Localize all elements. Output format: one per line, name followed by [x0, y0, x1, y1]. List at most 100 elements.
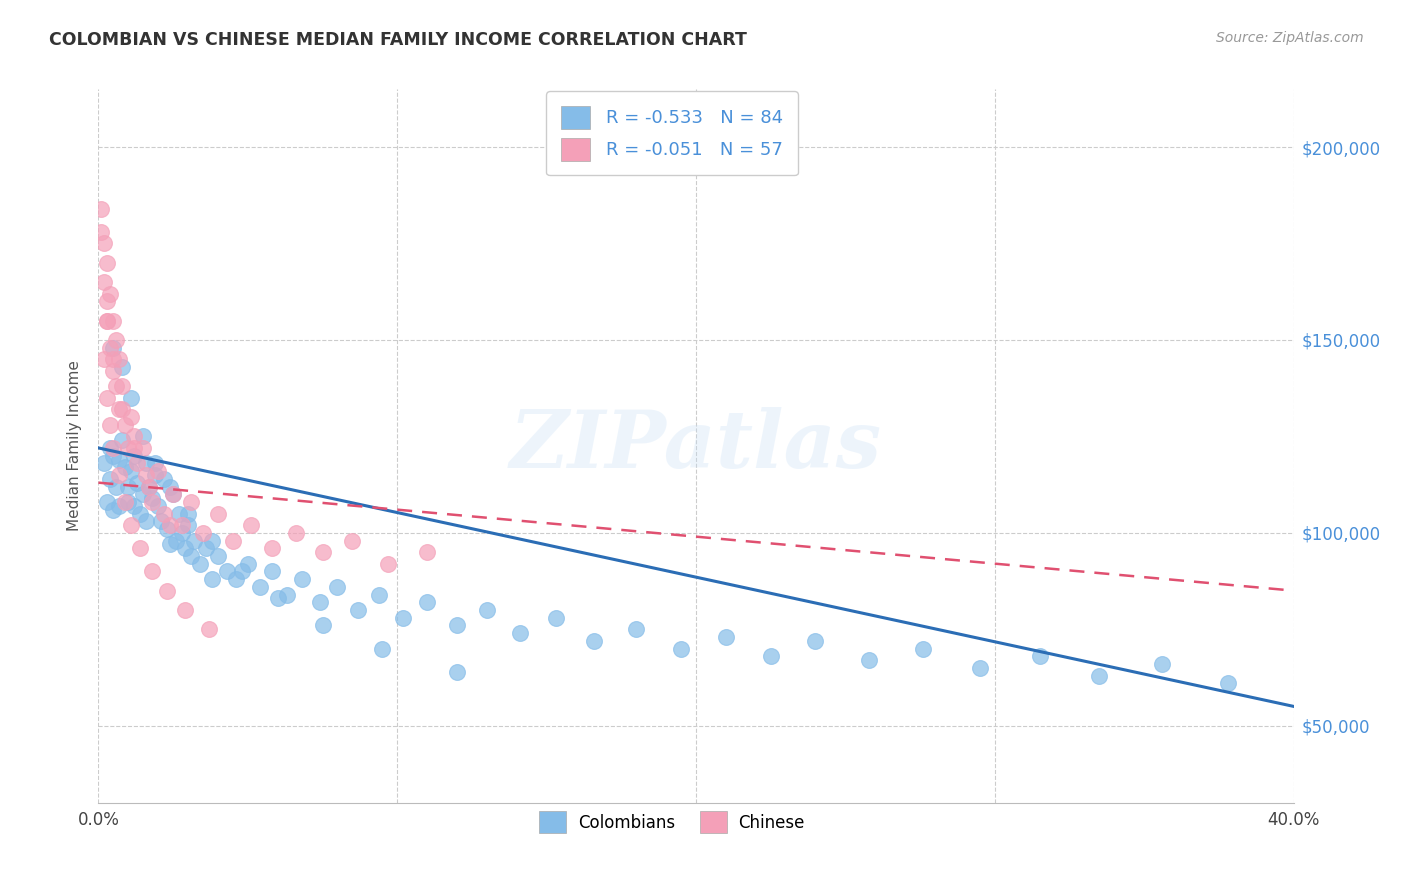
- Point: [162, 487, 184, 501]
- Point: [222, 533, 245, 548]
- Point: [342, 533, 364, 548]
- Point: [141, 495, 163, 509]
- Text: COLOMBIAN VS CHINESE MEDIAN FAMILY INCOME CORRELATION CHART: COLOMBIAN VS CHINESE MEDIAN FAMILY INCOM…: [49, 31, 747, 49]
- Point: [174, 603, 197, 617]
- Point: [446, 665, 468, 679]
- Point: [236, 557, 259, 571]
- Point: [141, 491, 163, 505]
- Point: [804, 633, 827, 648]
- Point: [105, 479, 128, 493]
- Point: [96, 391, 118, 405]
- Point: [98, 472, 122, 486]
- Point: [153, 507, 176, 521]
- Point: [148, 464, 170, 478]
- Point: [127, 456, 149, 470]
- Point: [167, 507, 190, 521]
- Point: [174, 541, 197, 556]
- Point: [93, 236, 115, 251]
- Point: [108, 452, 131, 467]
- Point: [291, 572, 314, 586]
- Point: [108, 499, 131, 513]
- Point: [90, 225, 112, 239]
- Point: [1088, 668, 1111, 682]
- Point: [108, 352, 131, 367]
- Point: [114, 417, 136, 432]
- Point: [103, 502, 125, 516]
- Point: [239, 518, 262, 533]
- Point: [132, 487, 155, 501]
- Point: [626, 622, 648, 636]
- Point: [111, 359, 134, 374]
- Point: [311, 618, 333, 632]
- Point: [347, 603, 370, 617]
- Point: [198, 622, 221, 636]
- Point: [225, 572, 247, 586]
- Point: [138, 479, 160, 493]
- Point: [1152, 657, 1174, 671]
- Point: [183, 533, 205, 548]
- Point: [129, 541, 152, 556]
- Point: [138, 479, 160, 493]
- Point: [103, 441, 125, 455]
- Point: [969, 661, 991, 675]
- Point: [96, 294, 118, 309]
- Point: [117, 441, 139, 455]
- Point: [377, 557, 399, 571]
- Point: [201, 533, 224, 548]
- Point: [583, 633, 606, 648]
- Point: [714, 630, 737, 644]
- Point: [143, 467, 166, 482]
- Point: [135, 467, 157, 482]
- Point: [127, 475, 149, 490]
- Point: [159, 518, 181, 533]
- Point: [177, 507, 200, 521]
- Point: [1028, 649, 1050, 664]
- Point: [129, 507, 152, 521]
- Point: [124, 499, 146, 513]
- Point: [669, 641, 692, 656]
- Point: [143, 456, 166, 470]
- Point: [177, 518, 200, 533]
- Point: [165, 533, 187, 548]
- Point: [509, 626, 531, 640]
- Point: [98, 441, 122, 455]
- Point: [114, 495, 136, 509]
- Point: [544, 610, 567, 624]
- Point: [96, 313, 118, 327]
- Point: [276, 587, 298, 601]
- Point: [150, 514, 173, 528]
- Point: [153, 472, 176, 486]
- Point: [120, 391, 142, 405]
- Point: [260, 565, 283, 579]
- Point: [159, 479, 181, 493]
- Point: [188, 557, 211, 571]
- Point: [308, 595, 330, 609]
- Point: [180, 549, 202, 563]
- Point: [260, 541, 283, 556]
- Point: [103, 449, 125, 463]
- Point: [105, 333, 128, 347]
- Legend: Colombians, Chinese: Colombians, Chinese: [527, 799, 817, 845]
- Point: [90, 202, 112, 216]
- Point: [98, 417, 122, 432]
- Point: [156, 583, 179, 598]
- Point: [311, 545, 333, 559]
- Point: [96, 256, 118, 270]
- Point: [103, 341, 125, 355]
- Point: [284, 525, 307, 540]
- Point: [111, 402, 134, 417]
- Point: [326, 580, 349, 594]
- Point: [96, 495, 118, 509]
- Point: [132, 441, 155, 455]
- Point: [108, 402, 131, 417]
- Point: [120, 518, 142, 533]
- Point: [135, 456, 157, 470]
- Point: [117, 479, 139, 493]
- Point: [858, 653, 880, 667]
- Point: [371, 641, 394, 656]
- Point: [108, 467, 131, 482]
- Point: [215, 565, 238, 579]
- Point: [759, 649, 782, 664]
- Point: [201, 572, 224, 586]
- Point: [416, 595, 439, 609]
